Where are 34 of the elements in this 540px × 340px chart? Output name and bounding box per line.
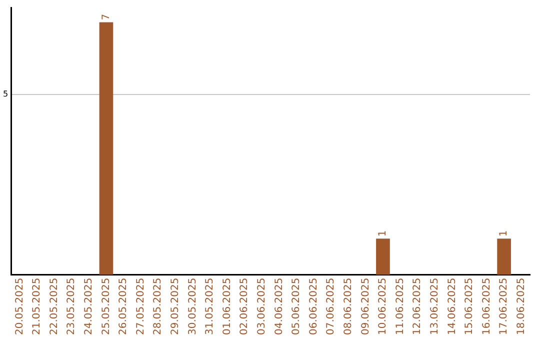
x-tick-label: 05.06.2025 [291, 278, 302, 336]
x-tick-label: 30.05.2025 [187, 278, 198, 336]
x-tick-label: 09.06.2025 [360, 278, 372, 336]
x-tick-label: 17.06.2025 [498, 278, 510, 336]
x-tick-label: 10.06.2025 [378, 278, 389, 336]
x-tick-label: 23.05.2025 [66, 278, 78, 336]
x-tick-label: 16.06.2025 [481, 278, 492, 336]
x-tick-label: 27.05.2025 [135, 278, 146, 336]
x-tick-label: 25.05.2025 [100, 278, 112, 336]
x-tick-label: 14.06.2025 [446, 278, 458, 336]
x-tick-label: 12.06.2025 [412, 278, 424, 336]
x-tick-label: 22.05.2025 [48, 278, 60, 336]
x-tick-label: 11.06.2025 [394, 278, 406, 336]
x-tick-label: 24.05.2025 [84, 278, 95, 336]
x-tick-label: 06.06.2025 [308, 278, 320, 336]
x-tick-label: 21.05.2025 [32, 278, 43, 336]
x-tick-label: 28.05.2025 [152, 278, 164, 336]
x-tick-label: 31.05.2025 [204, 278, 216, 336]
data-label: 1 [498, 230, 510, 237]
data-label: 7 [100, 14, 112, 20]
x-tick-label: 02.06.2025 [239, 278, 250, 336]
x-tick-label: 04.06.2025 [274, 278, 285, 336]
x-tick-label: 20.05.2025 [14, 278, 26, 336]
x-tick-label: 07.06.2025 [326, 278, 337, 336]
x-tick-label: 01.06.2025 [222, 278, 233, 336]
x-tick-label: 15.06.2025 [464, 278, 476, 336]
data-label: 1 [378, 230, 389, 237]
x-tick-label: 08.06.2025 [342, 278, 354, 336]
x-tick-label: 03.06.2025 [256, 278, 268, 336]
x-tick-label: 26.05.2025 [118, 278, 130, 336]
x-tick-label: 29.05.2025 [170, 278, 182, 336]
x-tick-label: 13.06.2025 [429, 278, 440, 336]
x-tick-label: 18.06.2025 [516, 278, 527, 336]
y-tick-label: 5 [2, 89, 8, 98]
